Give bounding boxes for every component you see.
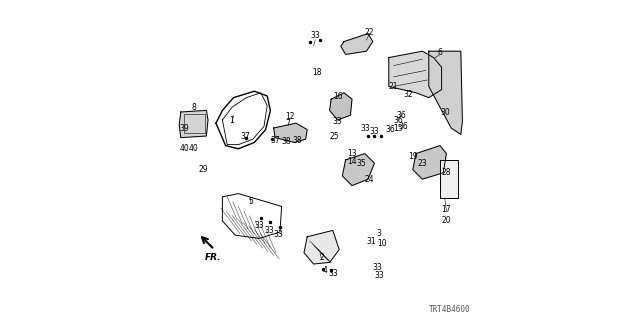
Text: 33: 33: [372, 263, 383, 272]
Text: 8: 8: [191, 103, 196, 112]
Text: 33: 33: [254, 221, 264, 230]
Polygon shape: [179, 110, 208, 138]
Text: 7: 7: [285, 119, 291, 128]
Text: 33: 33: [369, 127, 380, 136]
Text: 40: 40: [179, 144, 189, 153]
Text: 20: 20: [442, 216, 451, 225]
Polygon shape: [330, 93, 352, 120]
Text: 33: 33: [264, 226, 274, 235]
Text: 19: 19: [408, 152, 418, 161]
Text: 2: 2: [319, 253, 324, 262]
Text: 37: 37: [270, 136, 280, 145]
Text: 39: 39: [179, 124, 189, 132]
Text: 6: 6: [438, 48, 442, 57]
Text: 5: 5: [249, 197, 253, 206]
Text: 14: 14: [347, 157, 357, 166]
Text: 38: 38: [282, 137, 291, 146]
Text: 36: 36: [394, 116, 403, 124]
Text: 3: 3: [377, 229, 381, 238]
Polygon shape: [340, 34, 372, 54]
Text: 24: 24: [365, 175, 374, 184]
Text: 1: 1: [230, 116, 234, 124]
Text: 33: 33: [333, 117, 342, 126]
Polygon shape: [429, 51, 462, 134]
Text: 10: 10: [378, 239, 387, 248]
Text: TRT4B4600: TRT4B4600: [429, 305, 470, 314]
Text: 23: 23: [417, 159, 428, 168]
Bar: [440, 160, 458, 198]
Polygon shape: [413, 146, 447, 179]
Text: 36: 36: [385, 125, 396, 134]
Text: 21: 21: [389, 82, 398, 91]
Text: 15: 15: [394, 124, 403, 132]
Text: 36: 36: [398, 122, 408, 131]
Text: 4: 4: [323, 266, 327, 275]
Text: 28: 28: [442, 168, 451, 177]
Text: 18: 18: [312, 68, 321, 76]
Text: 22: 22: [365, 28, 374, 36]
Text: 33: 33: [328, 269, 338, 278]
Text: 33: 33: [374, 271, 384, 280]
Polygon shape: [388, 51, 442, 98]
Text: 38: 38: [292, 136, 303, 145]
Text: 12: 12: [285, 112, 294, 121]
Text: 33: 33: [360, 124, 370, 132]
Text: 33: 33: [273, 230, 284, 239]
Text: 31: 31: [366, 237, 376, 246]
Polygon shape: [304, 230, 339, 264]
Text: 33: 33: [310, 31, 320, 40]
Text: 29: 29: [198, 165, 208, 174]
Text: 32: 32: [403, 90, 413, 99]
Text: 25: 25: [330, 132, 339, 140]
Text: 37: 37: [240, 132, 250, 140]
Text: 17: 17: [442, 205, 451, 214]
Polygon shape: [342, 154, 374, 186]
Text: FR.: FR.: [205, 253, 221, 262]
Text: 13: 13: [347, 149, 357, 158]
Text: 35: 35: [356, 159, 367, 168]
Text: 30: 30: [440, 108, 450, 116]
Text: 36: 36: [397, 111, 406, 120]
Bar: [184, 114, 205, 133]
Text: 16: 16: [333, 92, 342, 100]
Text: 40: 40: [189, 144, 198, 153]
Polygon shape: [274, 123, 307, 142]
